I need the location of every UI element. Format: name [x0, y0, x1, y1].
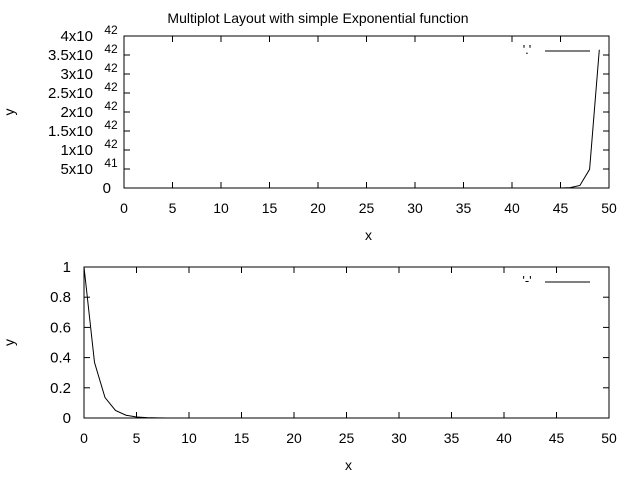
legend-label: '.'	[523, 42, 532, 57]
y-tick-label: 4x10	[60, 28, 93, 45]
x-tick-label: 5	[133, 430, 141, 446]
y-tick-label: 5x10	[60, 161, 93, 178]
x-tick-label: 30	[407, 200, 423, 216]
x-tick-label: 30	[391, 430, 407, 446]
y-tick-label: 3.5x10	[48, 47, 93, 64]
x-tick-label: 40	[504, 200, 520, 216]
x-axis-label: x	[345, 457, 352, 473]
y-tick-label: 3x10	[60, 66, 93, 83]
x-tick-label: 45	[553, 200, 569, 216]
x-tick-label: 25	[339, 430, 355, 446]
y-tick-exponent: 42	[104, 23, 118, 37]
series-line	[83, 266, 599, 419]
x-tick-label: 20	[286, 430, 302, 446]
y-tick-exponent: 42	[104, 42, 118, 56]
y-tick-label: 0.6	[50, 319, 71, 336]
y-tick-exponent: 42	[104, 118, 118, 132]
y-axis-label: y	[1, 109, 17, 116]
x-tick-label: 40	[496, 430, 512, 446]
x-tick-label: 35	[456, 200, 472, 216]
x-tick-label: 50	[601, 430, 617, 446]
y-tick-exponent: 42	[104, 61, 118, 75]
bottom-plot-panel: 0 5 10 15 20 25 30 35 40 45 50 0 0.2 0.4 0.6 0.8 1 x y '-'	[1, 259, 617, 473]
x-tick-label: 0	[80, 430, 88, 446]
legend-label: '-'	[522, 273, 531, 288]
x-tick-label: 45	[549, 430, 565, 446]
x-tick-label: 5	[169, 200, 177, 216]
x-tick-label: 25	[359, 200, 375, 216]
x-tick-label: 10	[213, 200, 229, 216]
x-tick-label: 20	[310, 200, 326, 216]
y-tick-label: 0.2	[50, 380, 71, 397]
y-tick-label: 1.5x10	[48, 123, 93, 140]
chart-title: Multiplot Layout with simple Exponential…	[167, 10, 468, 26]
y-tick-label: 1x10	[60, 142, 93, 159]
y-tick-label: 2.5x10	[48, 85, 93, 102]
y-tick-label: 1	[63, 259, 71, 276]
y-tick-label: 2x10	[60, 104, 93, 121]
x-tick-label: 15	[262, 200, 278, 216]
x-tick-label: 15	[234, 430, 250, 446]
plot-frame	[123, 35, 610, 189]
x-tick-label: 0	[120, 200, 128, 216]
y-tick-exponent: 42	[104, 99, 118, 113]
y-tick-exponent: 42	[104, 80, 118, 94]
x-tick-label: 50	[601, 200, 617, 216]
y-tick-label: 0	[103, 180, 111, 197]
plot-frame	[83, 266, 610, 419]
y-axis-label: y	[1, 339, 17, 346]
y-tick-label: 0.4	[50, 350, 71, 367]
y-tick-label: 0.8	[50, 289, 71, 306]
y-tick-exponent: 41	[104, 156, 118, 170]
x-tick-label: 10	[181, 430, 197, 446]
y-tick-exponent: 42	[104, 137, 118, 151]
x-axis-label: x	[365, 227, 372, 243]
x-tick-label: 35	[444, 430, 460, 446]
top-plot-panel: 0 5 10 15 20 25 30 35 40 45 50 0 5x10 41 1x10 42 1.5x10 4…	[1, 23, 617, 243]
y-tick-label: 0	[63, 410, 71, 427]
series-line	[124, 49, 600, 189]
